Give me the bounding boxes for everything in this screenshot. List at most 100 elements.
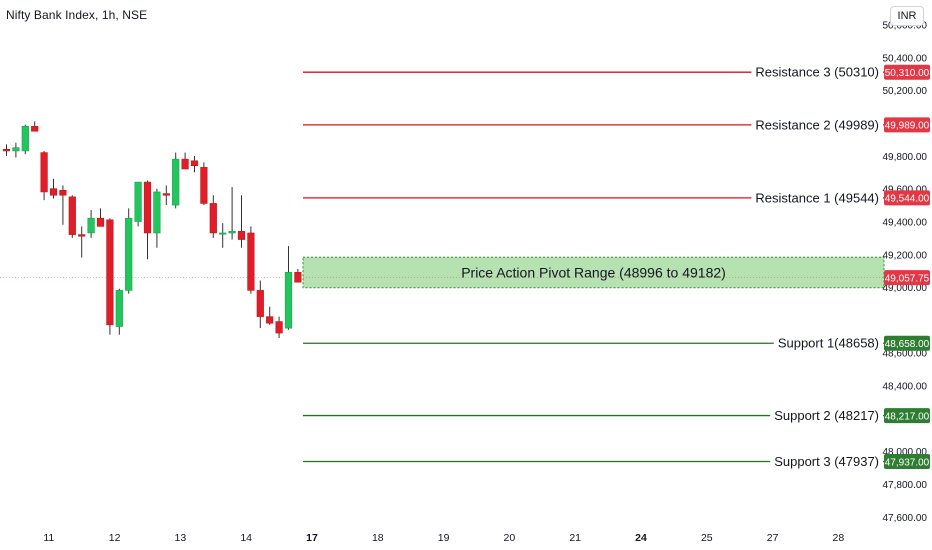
current-price-badge-bg (884, 270, 930, 286)
y-tick-label: 47,800.00 (883, 480, 928, 491)
candle[interactable] (209, 195, 217, 238)
candle-body (266, 316, 274, 324)
candle-body (190, 160, 199, 167)
y-tick-label: 49,200.00 (883, 250, 928, 261)
candle[interactable] (12, 142, 20, 158)
x-tick-label: 27 (767, 532, 779, 544)
candle-body (87, 217, 95, 234)
x-tick-label: 20 (504, 532, 516, 544)
x-tick-label: 25 (701, 532, 713, 544)
y-tick-label: 49,600.00 (883, 185, 928, 196)
candle[interactable] (275, 316, 283, 338)
price-badge-support-5-bg (884, 454, 930, 470)
price-badge-support-4: 48,217.00 (884, 408, 930, 424)
candles-layer[interactable] (2, 121, 302, 338)
price-badge-resistance-2: 49,544.00 (884, 190, 930, 206)
price-badges-layer: 50,310.00 49,989.00 49,544.00 48,658.00 48,2… (884, 64, 930, 470)
candle-body (219, 232, 227, 235)
price-axis[interactable]: 50,600.00 50,400.00 50,200.00 49,800.00 49,6… (883, 21, 928, 524)
candle-body (2, 148, 11, 152)
candle[interactable] (219, 223, 227, 248)
x-tick-label: 19 (438, 532, 450, 544)
candle[interactable] (237, 195, 246, 248)
candle[interactable] (162, 185, 170, 206)
candle[interactable] (2, 144, 11, 156)
candle-body (134, 181, 142, 222)
candle-body (247, 232, 255, 291)
candle[interactable] (68, 195, 76, 238)
candle[interactable] (143, 180, 152, 260)
candle[interactable] (78, 226, 86, 258)
x-tick-label: 18 (372, 532, 384, 544)
x-tick-label: 24 (635, 532, 647, 544)
price-badge-support-3: 48,658.00 (884, 335, 930, 351)
candle[interactable] (172, 152, 180, 209)
level-lines-layer: Resistance 3 (50310) Resistance 2 (49989)… (303, 63, 884, 471)
candle[interactable] (31, 121, 39, 132)
candle[interactable] (134, 181, 142, 227)
x-tick-label: 28 (833, 532, 845, 544)
level-label-resistance-1: Resistance 2 (49989) (755, 117, 879, 132)
candle-body (275, 321, 283, 334)
candle[interactable] (40, 150, 48, 201)
candle-body (40, 152, 48, 193)
candle[interactable] (106, 218, 114, 335)
pivot-range-label: Price Action Pivot Range (48996 to 49182… (461, 265, 726, 281)
price-badge-support-3-text: 48,658.00 (885, 339, 930, 350)
candle[interactable] (87, 210, 95, 238)
price-badge-support-4-bg (884, 408, 930, 424)
candle[interactable] (247, 226, 255, 294)
price-badge-support-5-text: 47,937.00 (885, 457, 930, 468)
y-tick-label: 49,000.00 (883, 283, 928, 294)
level-label-support-4: Support 2 (48217) (774, 408, 879, 423)
candle-body (21, 126, 29, 152)
candle-body (284, 272, 293, 329)
price-badge-resistance-0-text: 50,310.00 (885, 68, 930, 79)
candle[interactable] (284, 246, 293, 330)
candle[interactable] (125, 208, 133, 294)
y-tick-label: 50,200.00 (883, 86, 928, 97)
candle-body (125, 217, 133, 291)
y-tick-label: 49,800.00 (883, 152, 928, 163)
candle[interactable] (59, 185, 67, 225)
candle[interactable] (96, 208, 105, 227)
level-label-resistance-0: Resistance 3 (50310) (755, 65, 879, 80)
candle[interactable] (21, 124, 29, 155)
candle-body (115, 290, 123, 327)
current-price-badge-text: 49,057.75 (885, 273, 930, 284)
candle-body (228, 231, 236, 234)
currency-button[interactable]: INR (890, 6, 924, 26)
candle-body (181, 158, 189, 170)
candle-body (153, 191, 161, 234)
candle[interactable] (266, 306, 274, 325)
x-tick-label: 17 (306, 532, 318, 544)
candle-body (209, 203, 217, 234)
x-tick-label: 14 (240, 532, 252, 544)
current-price-badge: 49,057.75 (884, 270, 930, 286)
x-tick-label: 12 (109, 532, 121, 544)
y-tick-label: 49,400.00 (883, 217, 928, 228)
candle-body (256, 290, 264, 317)
time-axis[interactable]: 11 12 13 14 17 18 19 20 21 24 25 27 28 (43, 532, 844, 544)
pivot-range-layer: Price Action Pivot Range (48996 to 49182… (0, 256, 885, 289)
candle[interactable] (190, 155, 199, 173)
candle-body (200, 167, 208, 204)
level-label-support-3: Support 1(48658) (778, 336, 879, 351)
price-badge-resistance-0-bg (884, 64, 930, 80)
y-tick-label: 48,000.00 (883, 447, 928, 458)
candle[interactable] (153, 188, 161, 248)
candle[interactable] (181, 152, 189, 170)
candle[interactable] (200, 162, 208, 206)
price-badge-resistance-0: 50,310.00 (884, 64, 930, 80)
candle[interactable] (294, 269, 302, 283)
candle[interactable] (256, 280, 264, 329)
candle-body (162, 193, 170, 196)
candle[interactable] (49, 178, 58, 199)
symbol-title: Nifty Bank Index, 1h, NSE (6, 8, 148, 22)
price-badge-resistance-1: 49,989.00 (884, 117, 930, 133)
level-label-resistance-2: Resistance 1 (49544) (755, 190, 879, 205)
candle[interactable] (115, 288, 123, 335)
price-badge-resistance-1-text: 49,989.00 (885, 121, 930, 132)
candle[interactable] (228, 187, 236, 240)
